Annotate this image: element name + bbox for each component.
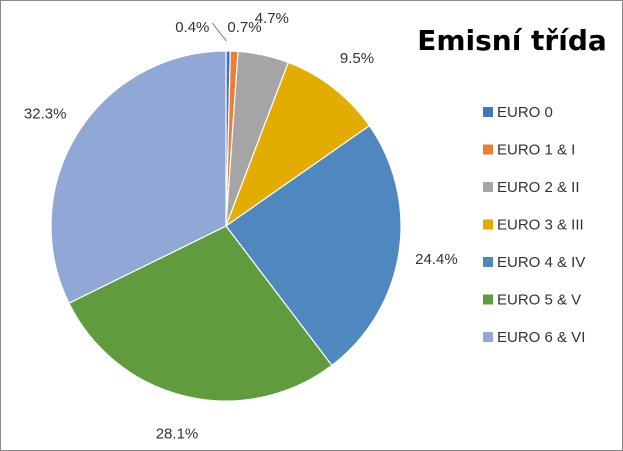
pie-slice-5 bbox=[225, 124, 402, 367]
legend: EURO 0 EURO 1 & I EURO 2 & II EURO 3 & III E… bbox=[483, 104, 585, 346]
legend-swatch-6 bbox=[483, 294, 493, 305]
legend-label-6: EURO 5 & V bbox=[497, 292, 581, 309]
pie-slice-4 bbox=[224, 61, 371, 228]
legend-label-5: EURO 4 & IV bbox=[497, 254, 585, 271]
legend-swatch-2 bbox=[483, 144, 493, 155]
legend-swatch-4 bbox=[483, 219, 493, 230]
legend-swatch-3 bbox=[483, 182, 493, 192]
data-label-6: 28.1% bbox=[156, 425, 199, 442]
chart-title: Emisní třída bbox=[417, 24, 607, 57]
data-label-1: 0.4% bbox=[175, 19, 209, 36]
legend-label-1: EURO 0 bbox=[497, 104, 553, 121]
data-label-5: 24.4% bbox=[415, 251, 458, 268]
data-label-7: 32.3% bbox=[24, 105, 67, 122]
legend-swatch-5 bbox=[483, 257, 493, 267]
legend-label-7: EURO 6 & VI bbox=[497, 329, 585, 346]
pie-slice-7 bbox=[50, 50, 227, 304]
legend-swatch-7 bbox=[483, 332, 493, 342]
legend-swatch-1 bbox=[483, 107, 493, 117]
data-label-4: 9.5% bbox=[340, 50, 374, 67]
legend-label-2: EURO 1 & I bbox=[497, 142, 575, 159]
leader-line-1 bbox=[211, 22, 227, 42]
data-label-3: 4.7% bbox=[255, 10, 289, 27]
data-label-2: 0.7% bbox=[227, 19, 261, 36]
legend-label-3: EURO 2 & II bbox=[497, 179, 580, 196]
pie-slice-6 bbox=[68, 225, 333, 402]
legend-label-4: EURO 3 & III bbox=[497, 217, 584, 234]
